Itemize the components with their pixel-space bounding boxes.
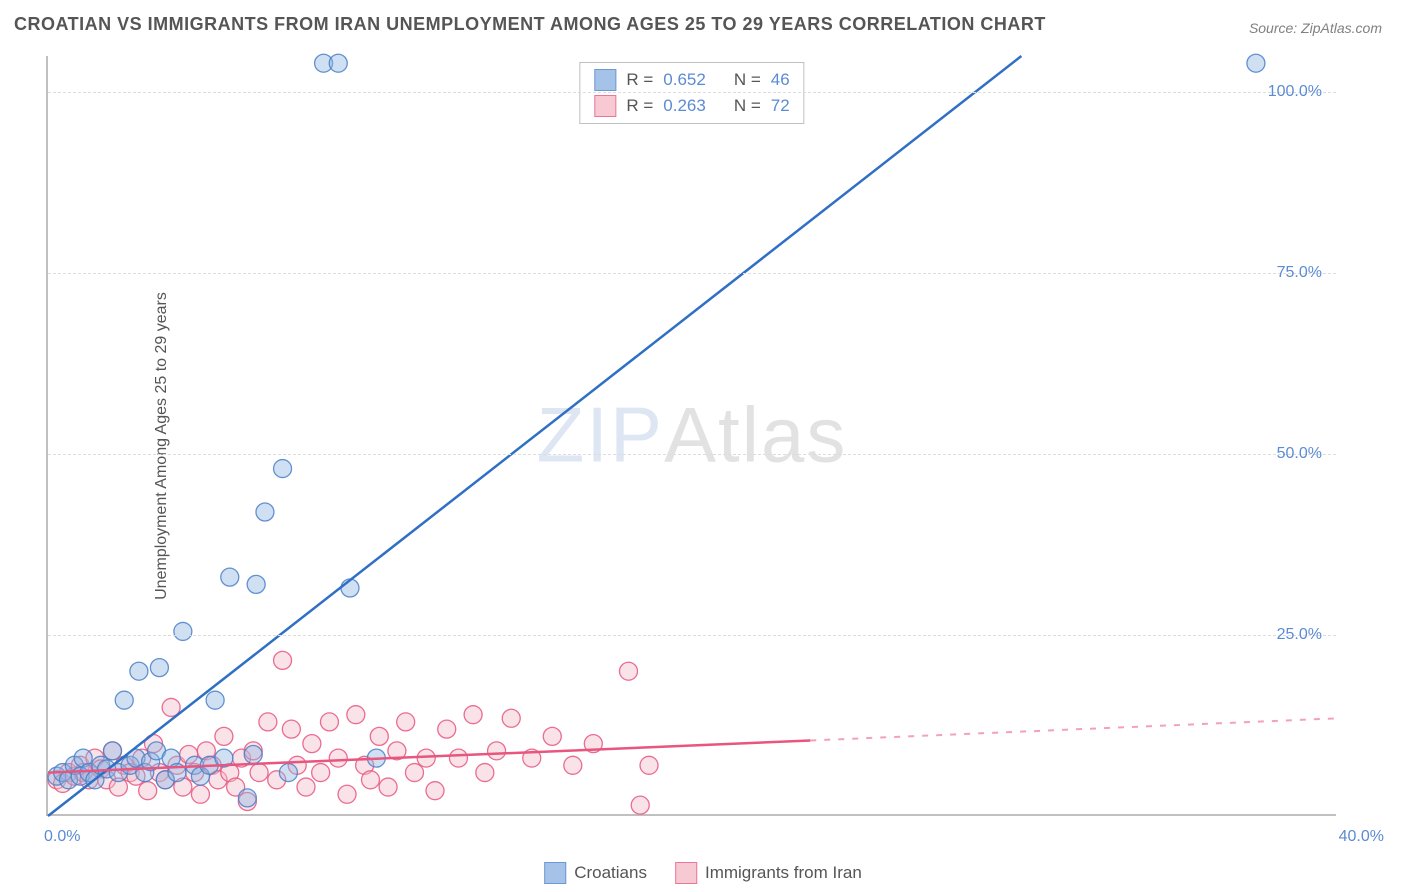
scatter-point [250, 764, 268, 782]
legend-n-label: N = [734, 96, 761, 116]
scatter-point [150, 659, 168, 677]
chart-svg [48, 56, 1336, 814]
legend-swatch [675, 862, 697, 884]
scatter-point [1247, 54, 1265, 72]
legend-series-item: Immigrants from Iran [675, 862, 862, 884]
scatter-point [115, 691, 133, 709]
scatter-point [247, 575, 265, 593]
scatter-point [329, 749, 347, 767]
scatter-point [620, 662, 638, 680]
legend-stat-row: R = 0.652 N = 46 [594, 67, 789, 93]
scatter-point [564, 756, 582, 774]
scatter-point [221, 568, 239, 586]
scatter-point [297, 778, 315, 796]
scatter-point [303, 735, 321, 753]
y-tick-label: 100.0% [1268, 83, 1322, 101]
scatter-point [362, 771, 380, 789]
legend-series: Croatians Immigrants from Iran [544, 862, 862, 884]
scatter-point [464, 706, 482, 724]
scatter-point [320, 713, 338, 731]
grid-line [48, 273, 1336, 274]
legend-swatch [544, 862, 566, 884]
scatter-point [238, 789, 256, 807]
scatter-point [405, 764, 423, 782]
legend-series-item: Croatians [544, 862, 647, 884]
scatter-point [476, 764, 494, 782]
scatter-point [370, 727, 388, 745]
scatter-point [274, 651, 292, 669]
x-tick-min: 0.0% [44, 828, 80, 846]
legend-series-label: Immigrants from Iran [705, 863, 862, 883]
scatter-point [174, 622, 192, 640]
legend-r-value: 0.263 [663, 96, 706, 116]
scatter-point [312, 764, 330, 782]
legend-r-label: R = [626, 96, 653, 116]
legend-swatch [594, 95, 616, 117]
scatter-point [449, 749, 467, 767]
source-label: Source: ZipAtlas.com [1249, 20, 1382, 36]
scatter-point [215, 727, 233, 745]
grid-line [48, 92, 1336, 93]
legend-swatch [594, 69, 616, 91]
scatter-point [631, 796, 649, 814]
scatter-point [244, 745, 262, 763]
grid-line [48, 454, 1336, 455]
scatter-point [397, 713, 415, 731]
legend-r-value: 0.652 [663, 70, 706, 90]
legend-stat-row: R = 0.263 N = 72 [594, 93, 789, 119]
x-tick-max: 40.0% [1339, 828, 1384, 846]
legend-n-value: 46 [771, 70, 790, 90]
scatter-point [191, 785, 209, 803]
scatter-point [206, 691, 224, 709]
scatter-point [139, 782, 157, 800]
scatter-point [502, 709, 520, 727]
trend-line [48, 56, 1021, 816]
y-tick-label: 50.0% [1277, 445, 1322, 463]
y-tick-label: 75.0% [1277, 264, 1322, 282]
scatter-point [438, 720, 456, 738]
chart-title: CROATIAN VS IMMIGRANTS FROM IRAN UNEMPLO… [14, 14, 1046, 35]
scatter-point [640, 756, 658, 774]
grid-line [48, 635, 1336, 636]
scatter-point [426, 782, 444, 800]
scatter-point [274, 460, 292, 478]
scatter-point [130, 662, 148, 680]
scatter-point [256, 503, 274, 521]
scatter-point [488, 742, 506, 760]
plot-area: ZIPAtlas R =0.652N =46R =0.263N =72 25.0… [46, 56, 1336, 816]
y-tick-label: 25.0% [1277, 626, 1322, 644]
trend-line-dashed [810, 718, 1338, 740]
legend-series-label: Croatians [574, 863, 647, 883]
scatter-point [347, 706, 365, 724]
legend-n-value: 72 [771, 96, 790, 116]
scatter-point [338, 785, 356, 803]
scatter-point [282, 720, 300, 738]
scatter-point [329, 54, 347, 72]
scatter-point [379, 778, 397, 796]
scatter-point [543, 727, 561, 745]
legend-r-label: R = [626, 70, 653, 90]
legend-n-label: N = [734, 70, 761, 90]
scatter-point [104, 742, 122, 760]
scatter-point [259, 713, 277, 731]
scatter-point [279, 764, 297, 782]
